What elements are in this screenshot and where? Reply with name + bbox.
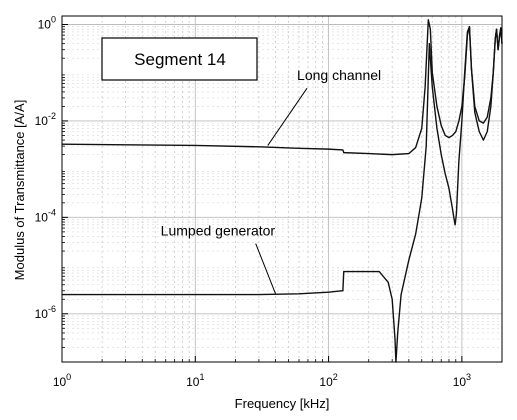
x-tick-base: 10 <box>319 375 333 389</box>
y-tick-base: 10 <box>38 17 52 31</box>
x-axis-title: Frequency [kHz] <box>235 396 330 411</box>
long-channel-leader-line <box>267 87 308 146</box>
y-tick-exponent: -6 <box>48 304 56 314</box>
plot-frame <box>61 15 503 363</box>
x-tick-base: 10 <box>53 375 67 389</box>
series-layer <box>61 19 503 363</box>
x-tick-label: 100 <box>53 372 71 389</box>
series-line-lumped-generator <box>62 26 503 363</box>
y-tick-base: 10 <box>35 307 49 321</box>
y-tick-label: 100 <box>38 14 56 31</box>
x-tick-exponent: 2 <box>333 372 338 382</box>
y-tick-label: 10-2 <box>35 111 56 128</box>
segment-label: Segment 14 <box>134 50 226 69</box>
y-tick-label: 10-4 <box>35 207 56 224</box>
y-axis-title: Modulus of Transmittance [A/A] <box>12 100 27 281</box>
x-tick-exponent: 3 <box>466 372 471 382</box>
y-tick-exponent: -4 <box>48 207 56 217</box>
x-tick-label: 101 <box>186 372 204 389</box>
x-tick-exponent: 1 <box>199 372 204 382</box>
y-tick-label: 10-6 <box>35 304 56 321</box>
segment-box: Segment 14 <box>101 37 258 81</box>
x-tick-label: 103 <box>453 372 471 389</box>
x-tick-exponent: 0 <box>66 372 71 382</box>
lumped-generator-leader-line <box>255 243 277 294</box>
y-tick-exponent: -2 <box>48 111 56 121</box>
x-tick-label: 102 <box>319 372 337 389</box>
x-axis-ticks: 100 101 102 103 <box>53 356 471 389</box>
y-tick-exponent: 0 <box>51 14 56 24</box>
y-tick-base: 10 <box>35 210 49 224</box>
x-tick-base: 10 <box>186 375 200 389</box>
long-channel-label: Long channel <box>297 67 381 83</box>
y-tick-base: 10 <box>35 114 49 128</box>
segment-box-frame <box>101 37 258 81</box>
x-tick-base: 10 <box>453 375 467 389</box>
annotations: Long channel Lumped generator <box>161 67 381 294</box>
lumped-generator-label: Lumped generator <box>161 223 276 239</box>
